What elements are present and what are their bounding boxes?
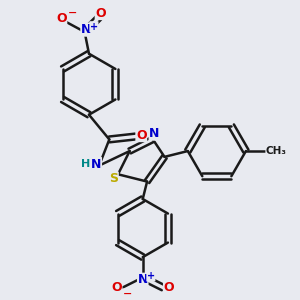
- Text: CH₃: CH₃: [266, 146, 287, 156]
- Text: N: N: [149, 127, 160, 140]
- Text: N: N: [91, 158, 101, 171]
- Text: N: N: [81, 23, 91, 36]
- Text: +: +: [147, 271, 155, 281]
- Text: O: O: [164, 281, 174, 294]
- Text: O: O: [111, 281, 122, 294]
- Text: O: O: [56, 12, 67, 25]
- Text: +: +: [90, 22, 98, 32]
- Text: O: O: [136, 129, 147, 142]
- Text: S: S: [109, 172, 118, 185]
- Text: N: N: [137, 273, 148, 286]
- Text: −: −: [68, 8, 78, 18]
- Text: H: H: [81, 159, 91, 169]
- Text: O: O: [95, 7, 106, 20]
- Text: −: −: [123, 289, 132, 299]
